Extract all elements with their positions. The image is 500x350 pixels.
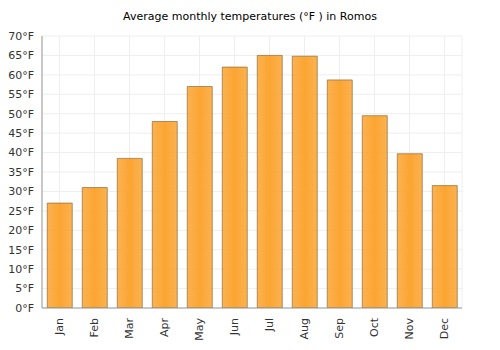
svg-text:25°F: 25°F xyxy=(8,205,34,218)
svg-text:Apr: Apr xyxy=(158,318,171,338)
svg-text:0°F: 0°F xyxy=(15,302,34,315)
svg-text:10°F: 10°F xyxy=(8,263,34,276)
svg-text:May: May xyxy=(193,318,206,341)
svg-text:Mar: Mar xyxy=(123,318,136,339)
svg-text:35°F: 35°F xyxy=(8,166,34,179)
svg-text:15°F: 15°F xyxy=(8,244,34,257)
svg-text:70°F: 70°F xyxy=(8,30,34,43)
svg-text:60°F: 60°F xyxy=(8,69,34,82)
html-text:Average monthly temperatures (: Average monthly temperatures (°F ) in Ro… xyxy=(123,10,377,23)
svg-text:40°F: 40°F xyxy=(8,146,34,159)
svg-text:Oct: Oct xyxy=(368,317,381,337)
svg-text:20°F: 20°F xyxy=(8,224,34,237)
svg-text:5°F: 5°F xyxy=(15,282,34,295)
svg-text:Nov: Nov xyxy=(403,318,416,340)
svg-text:Sep: Sep xyxy=(333,318,346,339)
svg-text:Aug: Aug xyxy=(298,318,311,339)
svg-text:50°F: 50°F xyxy=(8,108,34,121)
svg-text:Feb: Feb xyxy=(88,318,101,337)
svg-text:Jan: Jan xyxy=(53,318,66,336)
svg-text:Jun: Jun xyxy=(228,318,241,336)
svg-text:30°F: 30°F xyxy=(8,185,34,198)
svg-text:65°F: 65°F xyxy=(8,49,34,62)
svg-text:Jul: Jul xyxy=(263,318,276,332)
svg-text:Dec: Dec xyxy=(438,318,451,339)
svg-text:45°F: 45°F xyxy=(8,127,34,140)
svg-text:55°F: 55°F xyxy=(8,88,34,101)
